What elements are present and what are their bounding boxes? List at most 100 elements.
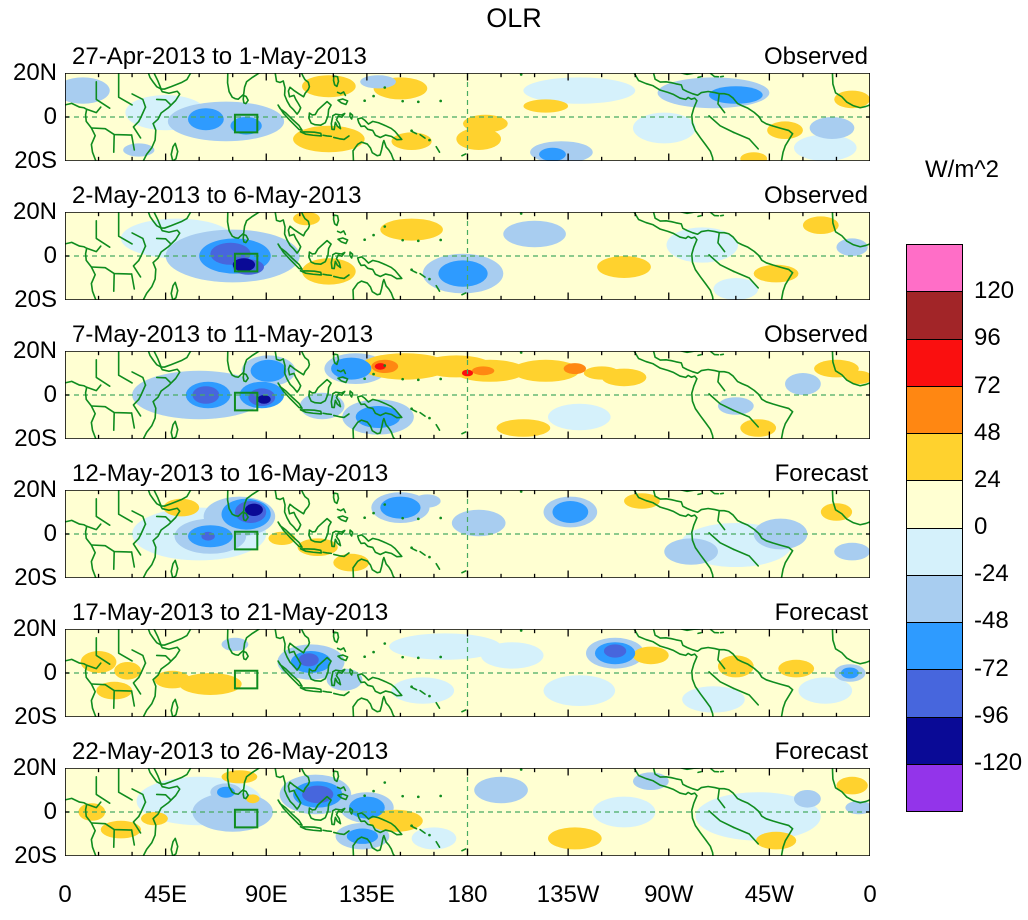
coastline (171, 282, 177, 300)
coastline (420, 552, 425, 556)
coastline (350, 530, 353, 536)
coastline (709, 116, 734, 132)
anomaly-blob (293, 125, 365, 153)
panel-period-label: 17-May-2013 to 21-May-2013 (72, 599, 389, 626)
coastline (65, 659, 96, 717)
island-dot (363, 516, 366, 520)
anomaly-blob (65, 77, 110, 104)
coastline (634, 212, 713, 300)
coastline (358, 257, 402, 279)
island-dot (428, 277, 431, 281)
anomaly-blob (389, 633, 502, 660)
anomaly-blob (548, 403, 611, 431)
coastline (323, 135, 331, 136)
coastline (119, 629, 132, 661)
coastline (718, 94, 725, 113)
island-dot (372, 650, 375, 654)
anomaly-blob (167, 101, 285, 142)
anomaly-blob (391, 677, 455, 704)
coastline (350, 113, 353, 119)
coastline (119, 768, 132, 800)
island-dot (410, 129, 413, 132)
anomaly-blob (411, 827, 457, 850)
coastline (718, 511, 725, 530)
coastline (132, 830, 135, 845)
anomaly-blob (333, 553, 370, 572)
anomaly-blob (78, 803, 106, 821)
coastline (331, 808, 344, 824)
coastline (334, 831, 349, 835)
coastline (331, 252, 344, 268)
anomaly-blob (836, 776, 868, 795)
coastline (634, 629, 713, 717)
island-dot (372, 511, 375, 515)
anomaly-blob (563, 363, 587, 375)
coastline (654, 351, 793, 439)
panel-source-label: Forecast (774, 738, 868, 765)
coastline (309, 380, 331, 404)
coastline (698, 494, 701, 495)
lat-label: 20S (14, 425, 57, 452)
island-dot (519, 490, 523, 493)
coastline (119, 73, 132, 105)
anomaly-blob (451, 509, 506, 537)
coastline (278, 800, 302, 825)
island-dot (372, 233, 375, 237)
colorbar-segment (907, 339, 962, 387)
anomaly-blob (250, 359, 287, 382)
island-dot (439, 516, 443, 520)
anomaly-blob (496, 419, 551, 437)
anomaly-blob (548, 827, 602, 850)
anomaly-blob (809, 117, 855, 139)
anomaly-blob (552, 501, 589, 523)
anomaly-blob (624, 493, 660, 509)
coastline (87, 246, 101, 252)
map-panel-5 (65, 629, 870, 717)
anomaly-blob (187, 108, 224, 131)
island-dot (410, 824, 413, 827)
coastline (228, 490, 260, 516)
coastline (709, 811, 734, 828)
colorbar-tick-label: -48 (974, 607, 1009, 635)
coastline (832, 212, 870, 247)
coastline (275, 73, 309, 114)
anomaly-blob (293, 212, 320, 226)
island-dot (519, 212, 523, 215)
coastline (243, 95, 248, 103)
island-dot (428, 555, 431, 559)
coastline (143, 351, 179, 439)
island-dot (363, 99, 366, 103)
coastline (243, 512, 248, 520)
coastline (171, 838, 177, 856)
region-box (235, 671, 257, 689)
anomaly-blob (246, 794, 260, 804)
anomaly-blob (503, 220, 566, 248)
island-dot (372, 94, 375, 98)
coastline (338, 99, 348, 105)
anomaly-blob (802, 216, 839, 234)
anomaly-blob (523, 99, 569, 113)
map-panel-6 (65, 768, 870, 856)
lon-label: 180 (447, 881, 488, 908)
colorbar-tick-label: 72 (974, 371, 1001, 399)
anomaly-blob (326, 668, 363, 691)
coastline (275, 629, 309, 670)
coastline (334, 632, 339, 642)
coastline (92, 684, 132, 691)
colorbar-tick-label: -96 (974, 701, 1009, 729)
coastline (154, 73, 191, 89)
colorbar-segment (907, 434, 962, 482)
island-dot (519, 351, 523, 354)
coastline (278, 244, 302, 269)
panel-label-row: 27-Apr-2013 to 1-May-2013 Observed (65, 43, 870, 71)
coastline (154, 768, 191, 784)
anomaly-blob (471, 366, 495, 376)
coastline (87, 385, 101, 391)
coastline (96, 777, 109, 803)
coastline (462, 154, 466, 156)
coastline (171, 143, 177, 161)
colorbar-segment (907, 575, 962, 623)
coastline (171, 421, 177, 439)
coastline (334, 215, 339, 225)
coastline (338, 516, 348, 522)
